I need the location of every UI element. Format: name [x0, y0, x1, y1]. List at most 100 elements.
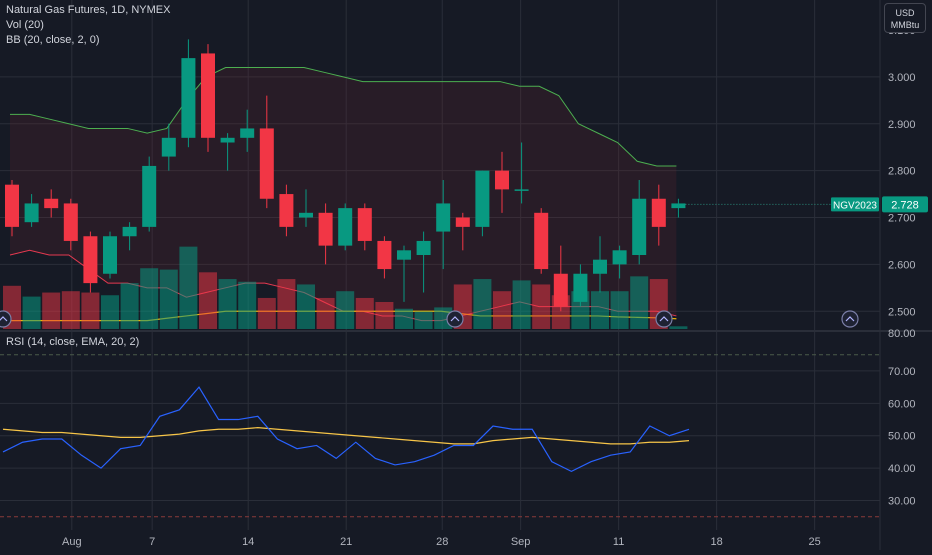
volume-bar — [316, 297, 335, 329]
volume-bar — [512, 280, 531, 329]
candle-body — [377, 240, 392, 270]
ticker-badge-label: NGV2023 — [833, 200, 877, 211]
candle-body — [44, 198, 59, 209]
price-badge — [882, 196, 928, 213]
volume-bar — [375, 302, 394, 329]
event-icon-circle — [841, 310, 859, 328]
volume-bar — [532, 284, 551, 329]
volume-axis-label: 80.00 — [888, 328, 916, 340]
candle-body — [279, 194, 294, 227]
candle-body — [612, 250, 627, 265]
price-tick-label: 2.800 — [888, 166, 916, 178]
volume-bar — [257, 297, 276, 329]
candle-body — [573, 273, 588, 302]
candle-body — [220, 137, 235, 143]
rsi-tick-label: 30.00 — [888, 496, 916, 508]
event-icon-glyph — [450, 316, 460, 322]
x-tick-label: 14 — [242, 536, 254, 548]
candle-body — [259, 128, 274, 199]
volume-bar — [414, 311, 433, 329]
candle-body — [397, 250, 411, 260]
price-tick-label: 2.900 — [888, 119, 916, 131]
volume-bar — [238, 281, 257, 329]
currency-unit-button[interactable]: USD MMBtu — [884, 3, 926, 33]
volume-bar — [101, 295, 119, 329]
candle-body — [416, 240, 431, 255]
price-candles — [5, 39, 880, 312]
candle-body — [63, 203, 78, 241]
candle-body — [5, 184, 19, 227]
volume-bar — [630, 276, 649, 329]
rsi-pane — [2, 386, 690, 473]
volume-bar — [199, 272, 217, 329]
volume-bar — [473, 279, 492, 329]
price-tick-label: 2.700 — [888, 213, 916, 225]
price-tick-label: 2.500 — [888, 306, 916, 318]
x-tick-label: 7 — [149, 536, 155, 548]
candle-body — [593, 259, 607, 274]
candle-body — [103, 236, 117, 274]
x-tick-label: Sep — [511, 536, 531, 548]
x-tick-label: Aug — [62, 536, 82, 548]
volume-bar — [336, 291, 355, 329]
candle-body — [651, 198, 666, 227]
x-tick-label: 25 — [809, 536, 821, 548]
volume-bar — [42, 292, 61, 329]
candle-body — [142, 165, 157, 227]
volume-bar — [591, 291, 609, 329]
rsi-ma-line — [2, 427, 690, 445]
axes: Aug 7 14 21 28 Sep 11 18 25 3.000 2.900 2.800 2.700 2… — [0, 25, 928, 548]
event-icon — [655, 310, 673, 328]
candle-body — [181, 58, 196, 138]
candle-body — [553, 273, 568, 307]
candle-body — [534, 212, 549, 270]
candle-body — [240, 128, 255, 138]
candle-body — [632, 198, 647, 255]
rsi-tick-label: 50.00 — [888, 431, 916, 443]
x-tick-label: 18 — [711, 536, 723, 548]
rsi-tick-label: 70.00 — [888, 366, 916, 378]
volume-bar — [434, 307, 453, 329]
volume-bar — [140, 268, 159, 329]
candle-body — [24, 203, 39, 223]
rsi-tick-label: 40.00 — [888, 463, 916, 475]
candle-body — [475, 170, 490, 227]
volume-bar — [81, 292, 100, 329]
volume-bar — [493, 291, 511, 329]
volume-bars — [3, 246, 688, 329]
event-icon-circle — [655, 310, 673, 328]
bb-band-fill — [10, 67, 677, 321]
candle-body — [83, 236, 98, 284]
event-icon-glyph — [0, 316, 8, 322]
volume-bar — [355, 297, 374, 329]
candle-body — [357, 208, 372, 241]
candle-body — [436, 203, 451, 232]
volume-bar — [159, 269, 178, 329]
volume-bar — [22, 296, 41, 329]
candle-body — [122, 226, 137, 237]
price-badge-label: 2.728 — [891, 199, 919, 211]
candle-body — [495, 170, 509, 190]
bb-legend: BB (20, close, 2, 0) — [6, 34, 100, 46]
candle-body — [318, 212, 333, 246]
candle-body — [201, 53, 215, 138]
volume-bar — [218, 279, 237, 329]
bb-upper-line — [10, 67, 677, 167]
volume-legend: Vol (20) — [6, 19, 44, 31]
volume-bar — [277, 279, 296, 329]
rsi-legend: RSI (14, close, EMA, 20, 2) — [6, 336, 140, 348]
candle-body — [161, 137, 176, 157]
event-icon — [0, 310, 12, 328]
ticker-badge — [831, 197, 879, 212]
volume-bar — [610, 291, 629, 329]
candle-body — [338, 208, 353, 246]
volume-bar — [669, 326, 688, 329]
volume-bar — [297, 284, 315, 329]
x-tick-label: 11 — [613, 536, 624, 548]
symbol-title: Natural Gas Futures, 1D, NYMEX — [6, 4, 171, 16]
volume-bar — [179, 246, 198, 329]
candle-body — [514, 189, 529, 191]
currency-label: USD — [895, 8, 915, 18]
